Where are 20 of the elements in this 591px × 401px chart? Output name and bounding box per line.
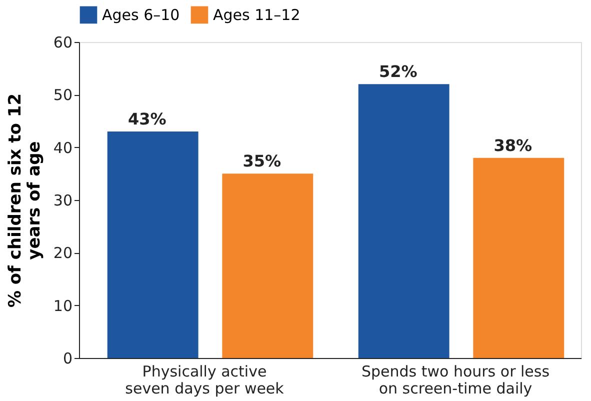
y-tick-label: 60	[53, 34, 72, 52]
x-tick-label: Spends two hours or less on screen-time daily	[361, 362, 550, 398]
legend-label: Ages 6–10	[102, 6, 180, 24]
y-tick-label: 20	[53, 244, 72, 262]
bar	[473, 158, 564, 358]
data-label: 35%	[242, 152, 282, 171]
data-label: 38%	[494, 136, 532, 155]
y-tick-label: 30	[53, 192, 72, 210]
y-tick-label: 10	[53, 296, 72, 315]
x-tick-label: Physically active seven days per week	[125, 362, 284, 398]
data-label: 43%	[128, 110, 166, 129]
data-label: 52%	[378, 62, 418, 82]
legend-label: Ages 11–12	[213, 6, 300, 24]
bar	[358, 84, 450, 358]
y-tick-label: 0	[62, 350, 72, 368]
y-tick-label: 40	[53, 138, 72, 157]
bar	[107, 132, 198, 358]
bar	[222, 174, 314, 358]
y-axis-title: % of children six to 12 years of age	[5, 93, 44, 308]
y-tick-label: 50	[53, 86, 72, 104]
